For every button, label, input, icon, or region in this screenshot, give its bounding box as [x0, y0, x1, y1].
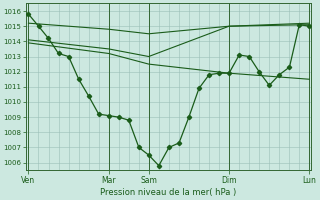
X-axis label: Pression niveau de la mer( hPa ): Pression niveau de la mer( hPa ) [100, 188, 236, 197]
